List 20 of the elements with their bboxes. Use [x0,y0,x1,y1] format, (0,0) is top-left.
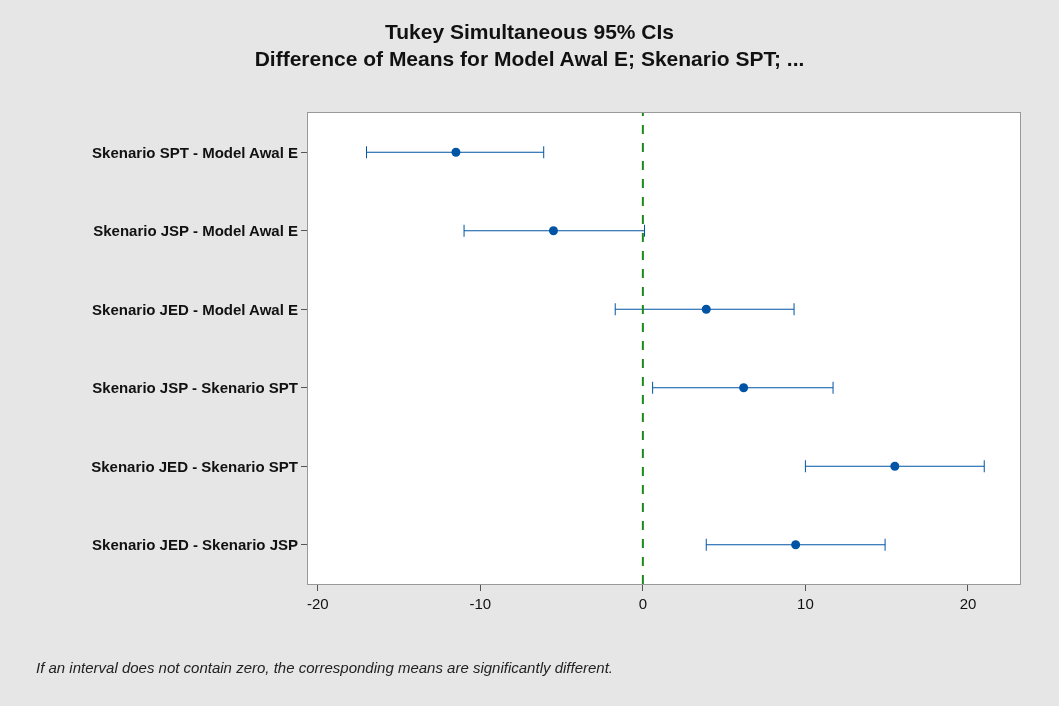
point [890,461,900,471]
point [701,304,711,314]
x-tick-label: 20 [959,595,977,612]
y-tick-label: Skenario JSP - Model Awal E [93,222,298,239]
x-tick-label: 0 [638,595,648,612]
y-tick-label: Skenario JED - Skenario JSP [92,536,298,553]
y-tick-label: Skenario SPT - Model Awal E [92,143,298,161]
y-tick-label: Skenario JED - Skenario SPT [91,457,298,475]
point [739,383,749,393]
y-tick-label: Skenario JED - Model Awal E [92,300,298,318]
x-tick-label: -10 [469,595,492,612]
x-tick-label: 10 [797,595,814,612]
text: If an interval does not contain zero, the corresponding means are significantly different. [36,659,613,676]
point [548,226,558,236]
point [791,540,801,550]
x-tick-label: -20 [306,595,329,612]
y-tick-label: Skenario JSP - Skenario SPT [92,379,298,396]
chart-title: Tukey Simultaneous 95% CIs [384,19,675,43]
chart-subtitle: Difference of Means for Model Awal E; Skenario SPT; ... [254,47,805,71]
point [451,147,461,157]
